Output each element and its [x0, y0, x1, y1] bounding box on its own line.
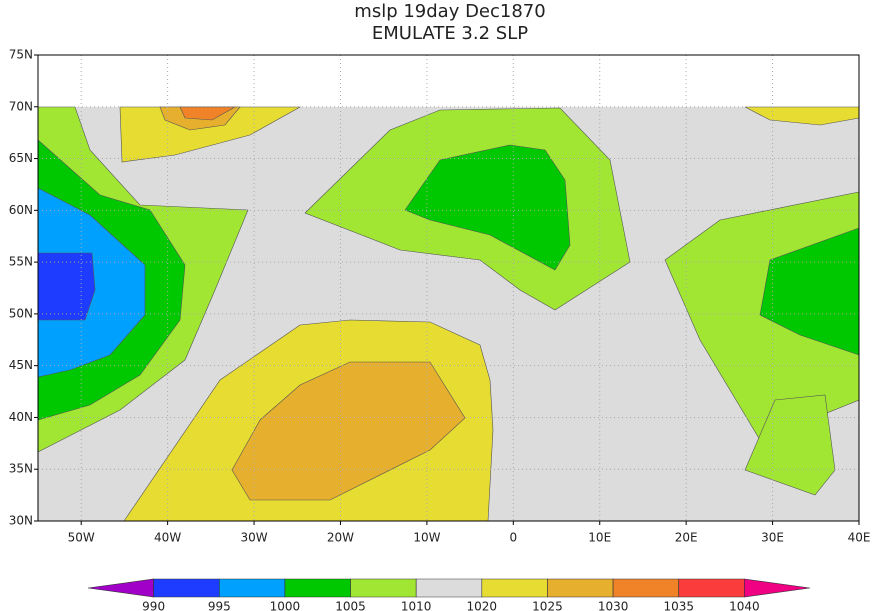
- contour: [744, 394, 836, 496]
- colorbar-segment: [284, 578, 351, 598]
- y-tick-label: 55N: [9, 255, 33, 269]
- colorbar-segment: [415, 578, 483, 598]
- chart-title: mslp 19day Dec1870: [354, 1, 545, 22]
- colorbar-label: 1010: [401, 600, 432, 611]
- y-tick-label: 35N: [9, 462, 33, 476]
- colorbar-segment: [481, 578, 548, 598]
- x-tick-label: 40W: [154, 531, 181, 545]
- colorbar-label: 995: [208, 600, 231, 611]
- contour: [231, 361, 466, 501]
- colorbar-segment: [547, 578, 614, 598]
- contour: [744, 106, 860, 126]
- x-tick-label: 30E: [761, 531, 784, 545]
- y-tick-label: 45N: [9, 358, 33, 372]
- x-tick-label: 20W: [327, 531, 354, 545]
- colorbar-segment: [612, 578, 680, 598]
- chart-subtitle: EMULATE 3.2 SLP: [372, 23, 528, 44]
- y-tick-label: 75N: [9, 48, 33, 62]
- colorbar-label: 1000: [270, 600, 301, 611]
- colorbar-label: 990: [142, 600, 165, 611]
- colorbar-segment: [218, 578, 286, 598]
- y-tick-label: 30N: [9, 514, 33, 528]
- x-tick-label: 30W: [240, 531, 267, 545]
- colorbar-segment: [678, 578, 745, 598]
- contour: [404, 144, 571, 271]
- y-tick-label: 70N: [9, 99, 33, 113]
- colorbar-segment: [87, 578, 154, 598]
- x-tick-label: 20E: [675, 531, 698, 545]
- contour: [179, 106, 237, 121]
- colorbar-segment: [153, 578, 220, 598]
- x-tick-label: 10E: [588, 531, 611, 545]
- colorbar-label: 1005: [335, 600, 366, 611]
- x-tick-label: 50W: [68, 531, 95, 545]
- y-tick-label: 50N: [9, 306, 33, 320]
- y-tick-label: 60N: [9, 203, 33, 217]
- colorbar-label: 1035: [663, 600, 694, 611]
- x-tick-label: 40E: [848, 531, 871, 545]
- colorbar-segment: [744, 578, 811, 598]
- no-data: [38, 55, 859, 107]
- colorbar-segment: [350, 578, 417, 598]
- contour-fields: [37, 55, 860, 522]
- x-tick-label: 10W: [413, 531, 440, 545]
- x-tick-label: 0: [509, 531, 517, 545]
- colorbar-label: 1025: [532, 600, 563, 611]
- plot-frame: [37, 54, 860, 522]
- contour: [37, 252, 96, 321]
- y-tick-label: 65N: [9, 151, 33, 165]
- colorbar-label: 1030: [598, 600, 629, 611]
- colorbar-label: 1040: [729, 600, 760, 611]
- colorbar-label: 1020: [467, 600, 498, 611]
- y-tick-label: 40N: [9, 410, 33, 424]
